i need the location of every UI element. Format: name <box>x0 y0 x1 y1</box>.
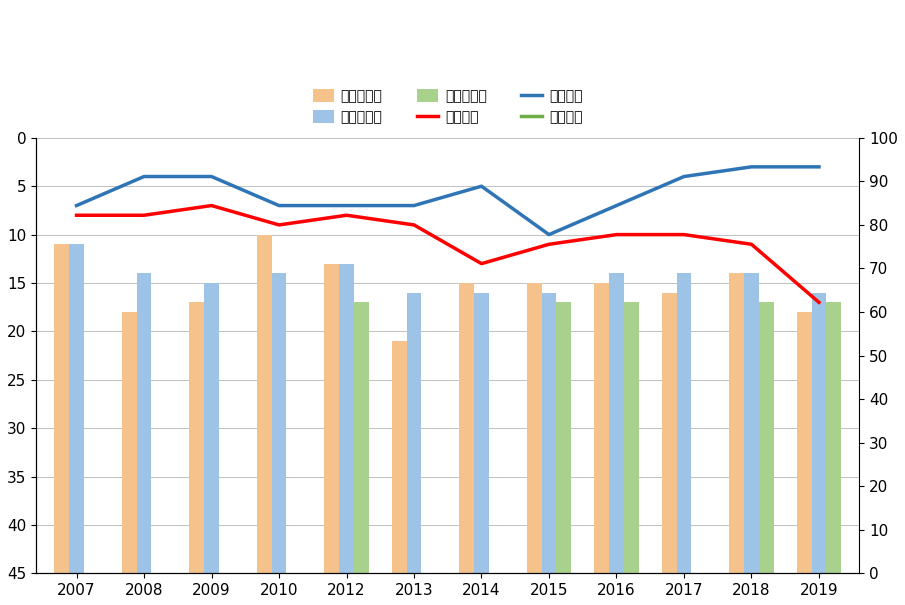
Bar <box>527 283 541 574</box>
Bar <box>459 283 474 574</box>
Bar <box>189 302 205 574</box>
Bar <box>474 293 489 574</box>
Bar <box>744 273 759 574</box>
Legend: 国語正答率, 算数正答率, 理科正答率, 国語順位, 算数順位, 理科順位: 国語正答率, 算数正答率, 理科正答率, 国語順位, 算数順位, 理科順位 <box>307 83 588 130</box>
Bar <box>557 302 571 574</box>
Bar <box>609 273 624 574</box>
Bar <box>324 264 339 574</box>
Bar <box>205 283 219 574</box>
Bar <box>662 293 677 574</box>
Bar <box>257 235 272 574</box>
Bar <box>624 302 639 574</box>
Bar <box>595 283 609 574</box>
Bar <box>796 312 812 574</box>
Bar <box>812 293 826 574</box>
Bar <box>392 341 406 574</box>
Bar <box>354 302 368 574</box>
Bar <box>826 302 842 574</box>
Bar <box>541 293 557 574</box>
Bar <box>137 273 151 574</box>
Bar <box>759 302 774 574</box>
Bar <box>406 293 422 574</box>
Bar <box>122 312 137 574</box>
Bar <box>69 244 84 574</box>
Bar <box>677 273 691 574</box>
Bar <box>272 273 287 574</box>
Bar <box>729 273 744 574</box>
Bar <box>339 264 354 574</box>
Bar <box>54 244 69 574</box>
